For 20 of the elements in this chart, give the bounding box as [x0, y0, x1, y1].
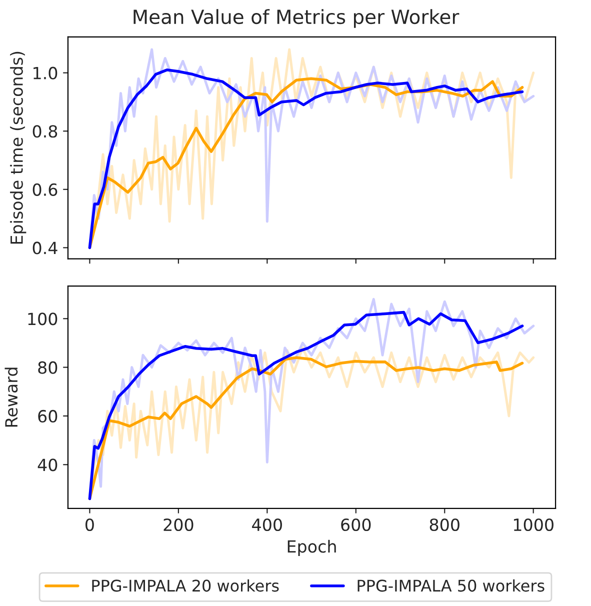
x-axis-title: Epoch [288, 540, 336, 556]
y-tick-label: 0.8 [32, 125, 58, 138]
x-tick-label: 800 [430, 518, 460, 532]
y-tick-label: 1.0 [34, 66, 58, 80]
y-tick-label: 0.6 [32, 183, 58, 196]
legend-label: PPG-IMPALA 20 workers [92, 579, 279, 592]
x-tick-label: 1000 [514, 518, 554, 532]
x-tick-label: 200 [164, 518, 194, 532]
x-tick-label: 0 [86, 518, 94, 532]
y-tick-label: 0.4 [32, 242, 58, 254]
y-tick-label: 100 [28, 312, 58, 326]
x-tick-label: 400 [252, 518, 282, 532]
y-axis-title: Reward [4, 368, 18, 427]
x-tick-label: 600 [341, 518, 371, 532]
y-tick-label: 40 [38, 458, 58, 472]
y-tick-label: 80 [38, 361, 58, 374]
y-axis-title: Episode time (seconds) [10, 52, 26, 244]
chart-title: Mean Value of Metrics per Worker [134, 9, 460, 28]
legend-label: PPG-IMPALA 50 workers [358, 579, 544, 592]
y-tick-label: 60 [38, 410, 58, 423]
